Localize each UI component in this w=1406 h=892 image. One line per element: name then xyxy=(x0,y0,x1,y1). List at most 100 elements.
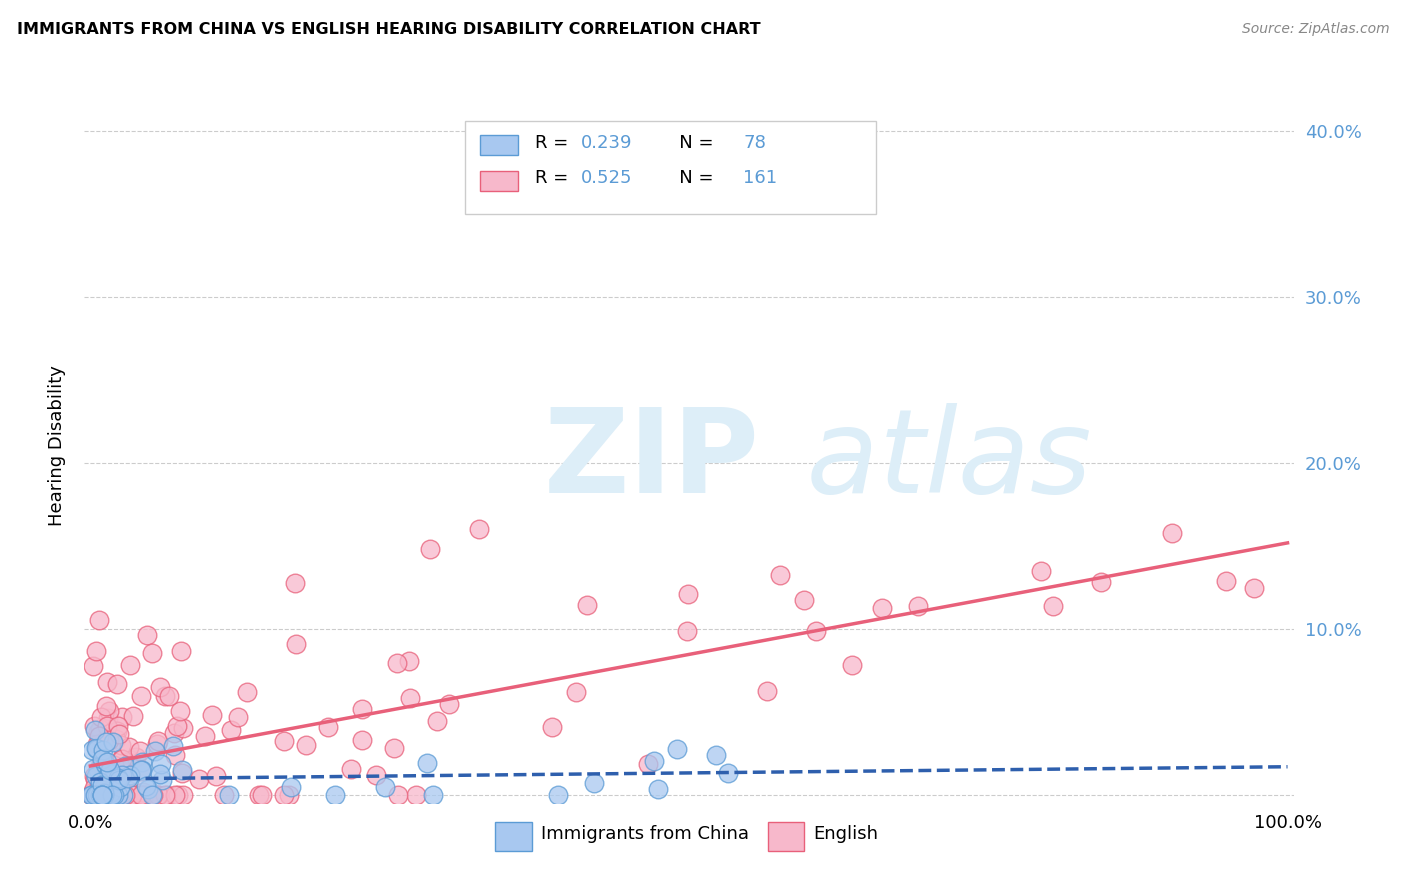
Point xyxy=(101,788,124,802)
Point xyxy=(252,788,274,802)
Point xyxy=(219,723,242,737)
Point xyxy=(132,788,155,802)
Point xyxy=(172,766,194,780)
Point xyxy=(1160,525,1182,540)
Point xyxy=(90,788,112,802)
Point xyxy=(93,786,115,800)
Point xyxy=(105,677,128,691)
Point xyxy=(194,729,217,743)
Point xyxy=(142,788,165,802)
Text: Source: ZipAtlas.com: Source: ZipAtlas.com xyxy=(1241,22,1389,37)
Point xyxy=(94,756,117,771)
Point xyxy=(91,788,114,802)
Y-axis label: Hearing Disability: Hearing Disability xyxy=(48,366,66,526)
Point xyxy=(284,575,307,590)
Point xyxy=(87,730,110,744)
Point xyxy=(94,768,117,782)
Point xyxy=(704,747,727,762)
Text: Immigrants from China: Immigrants from China xyxy=(541,825,749,843)
Point xyxy=(146,733,169,747)
Point xyxy=(163,725,186,739)
Point xyxy=(90,752,112,766)
Point xyxy=(82,659,104,673)
Point xyxy=(89,788,111,802)
Point xyxy=(129,689,152,703)
Point xyxy=(108,788,131,802)
Point xyxy=(141,788,163,802)
Text: English: English xyxy=(814,825,879,843)
Point xyxy=(107,724,129,739)
Point xyxy=(83,788,105,802)
Point xyxy=(91,760,114,774)
Point xyxy=(110,752,132,766)
Point xyxy=(149,680,172,694)
Point xyxy=(150,772,173,787)
Point xyxy=(666,742,689,756)
Point xyxy=(121,788,143,802)
Point xyxy=(91,788,114,802)
Point xyxy=(157,689,180,703)
Point xyxy=(387,788,409,802)
Point xyxy=(387,656,409,670)
Point xyxy=(83,788,105,802)
Point xyxy=(170,644,193,658)
Point xyxy=(156,788,179,802)
Point xyxy=(108,727,131,741)
Point xyxy=(1243,581,1265,595)
Point xyxy=(676,624,699,639)
Point xyxy=(96,719,118,733)
Point xyxy=(82,785,104,799)
Text: 161: 161 xyxy=(744,169,778,187)
Point xyxy=(97,766,120,780)
Point xyxy=(162,739,184,753)
Point xyxy=(647,782,669,797)
Point xyxy=(273,733,295,747)
Point xyxy=(804,624,827,638)
Point xyxy=(84,772,107,787)
Point xyxy=(87,788,110,802)
Point xyxy=(103,758,125,772)
Point xyxy=(104,788,127,802)
Point xyxy=(90,788,112,802)
Point xyxy=(643,754,665,768)
Point xyxy=(129,788,152,802)
Point xyxy=(280,780,302,794)
Point xyxy=(135,628,157,642)
Point xyxy=(84,769,107,783)
Point xyxy=(90,710,112,724)
Point xyxy=(117,783,139,797)
Point xyxy=(82,788,104,802)
Point xyxy=(468,522,491,536)
Point xyxy=(374,780,396,794)
Point xyxy=(637,757,659,772)
Point xyxy=(114,788,136,802)
Point xyxy=(273,788,295,802)
Point xyxy=(285,637,308,651)
Point xyxy=(93,788,115,802)
Point xyxy=(89,756,111,770)
Point xyxy=(87,613,110,627)
Point xyxy=(105,731,128,746)
FancyBboxPatch shape xyxy=(479,136,519,155)
Point xyxy=(1090,575,1112,590)
Point xyxy=(121,788,143,802)
Point xyxy=(439,697,461,711)
Point xyxy=(111,786,134,800)
Point xyxy=(135,779,157,793)
Point xyxy=(117,771,139,785)
Point xyxy=(756,684,779,698)
Point xyxy=(80,788,103,802)
Point xyxy=(80,788,103,802)
Point xyxy=(96,735,118,749)
Point xyxy=(249,788,271,802)
Point xyxy=(96,779,118,793)
Point xyxy=(80,787,103,801)
Point xyxy=(575,598,598,612)
Point xyxy=(148,767,170,781)
Point xyxy=(104,788,127,802)
Point xyxy=(94,784,117,798)
Point xyxy=(101,788,124,802)
Point xyxy=(100,788,122,802)
Point xyxy=(86,737,108,751)
Point xyxy=(89,788,111,802)
